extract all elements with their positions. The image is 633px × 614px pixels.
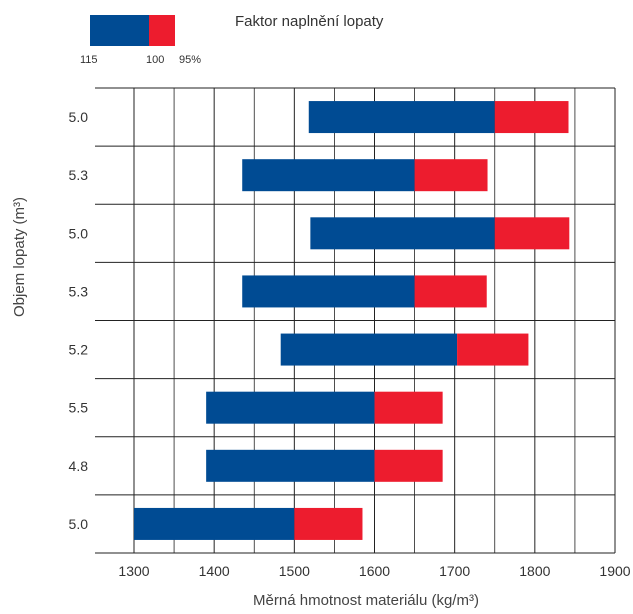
bar-red: [374, 391, 443, 424]
bar-blue: [206, 449, 375, 482]
y-tick-label: 5.2: [69, 342, 89, 358]
bar-blue: [310, 217, 495, 250]
chart-title: Faktor naplnění lopaty: [235, 13, 384, 30]
grid: [95, 87, 616, 554]
x-tick-label: 1300: [118, 563, 149, 579]
legend-swatch-red: [149, 15, 175, 46]
bar-blue: [242, 159, 415, 192]
x-tick-label: 1700: [439, 563, 470, 579]
bar-blue: [134, 507, 295, 540]
bar-blue: [242, 275, 415, 308]
y-tick-label: 5.0: [69, 225, 89, 241]
bar-red: [494, 101, 569, 134]
bar-blue: [206, 391, 375, 424]
legend-label-100: 100: [146, 54, 164, 66]
y-tick-labels: 5.0 5.3 5.0 5.3 5.2 5.5 4.8 5.0: [69, 109, 89, 532]
bar-red: [374, 449, 443, 482]
bar-blue: [308, 101, 495, 134]
bar-red: [457, 333, 529, 366]
bar-blue: [280, 333, 458, 366]
y-tick-label: 5.3: [69, 283, 89, 299]
bars: [134, 101, 570, 540]
bar-red: [414, 159, 488, 192]
x-tick-label: 1400: [199, 563, 230, 579]
bar-red: [414, 275, 487, 308]
y-tick-label: 5.0: [69, 109, 89, 125]
y-axis-title: Objem lopaty (m³): [11, 197, 28, 317]
x-tick-label: 1900: [599, 563, 630, 579]
y-tick-label: 5.0: [69, 516, 89, 532]
y-tick-label: 5.5: [69, 400, 89, 416]
y-tick-label: 5.3: [69, 167, 89, 183]
bar-red: [494, 217, 570, 250]
bar-red: [294, 507, 363, 540]
legend: 115 100 95%: [80, 15, 201, 66]
x-tick-label: 1800: [519, 563, 550, 579]
legend-swatch-blue: [90, 15, 149, 46]
x-tick-labels: 1300 1400 1500 1600 1700 1800 1900: [118, 563, 630, 579]
legend-label-115: 115: [80, 54, 98, 66]
x-tick-label: 1500: [279, 563, 310, 579]
x-axis-title: Měrná hmotnost materiálu (kg/m³): [253, 592, 479, 609]
legend-label-95: 95%: [179, 54, 201, 66]
x-tick-label: 1600: [359, 563, 390, 579]
y-tick-label: 4.8: [69, 458, 89, 474]
